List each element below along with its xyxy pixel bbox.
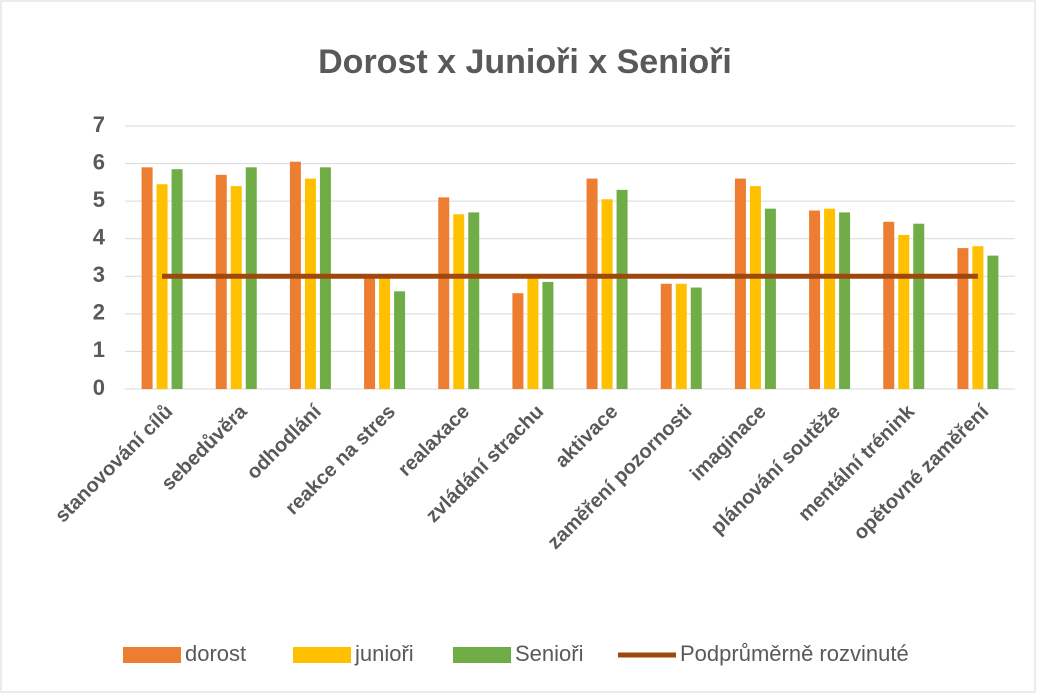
bar [660,283,672,389]
bar [601,199,613,389]
bar [438,197,450,389]
y-tick-label: 3 [93,262,105,287]
bar [512,293,524,389]
bar [734,178,746,389]
bar [304,178,316,389]
y-tick-label: 7 [93,112,105,137]
bar [913,223,925,389]
bar [957,248,969,389]
bar [972,246,984,389]
y-tick-label: 0 [93,375,105,400]
y-tick-label: 1 [93,337,105,362]
bar [215,174,227,389]
bar [379,276,391,389]
bar [468,212,480,389]
bar [394,291,406,389]
bar [141,167,153,389]
bar [764,208,776,389]
y-tick-label: 2 [93,300,105,325]
chart-title: Dorost x Junioři x Senioři [318,43,732,81]
legend-swatch [123,647,181,663]
bar [542,281,554,389]
legend-label: dorost [185,641,246,666]
bar [809,210,821,389]
legend-swatch [293,647,351,663]
bar [527,278,539,389]
y-tick-label: 5 [93,187,105,212]
bar [616,189,628,389]
bar [987,255,999,389]
y-tick-label: 6 [93,149,105,174]
bar [230,186,242,389]
y-tick-label: 4 [93,225,106,250]
bar [824,208,836,389]
legend-label: Podprůměrně rozvinuté [680,641,909,666]
bar [586,178,598,389]
legend-swatch [453,647,511,663]
bar [839,212,851,389]
bar [690,287,702,389]
bar [898,234,910,389]
bar [883,221,895,389]
bar [675,283,687,389]
bar [749,186,761,389]
legend-label: Senioři [515,641,583,666]
bar [156,184,168,389]
bar [171,169,183,389]
bar [364,276,376,389]
bar [453,214,465,389]
legend-label: junioři [354,641,414,666]
